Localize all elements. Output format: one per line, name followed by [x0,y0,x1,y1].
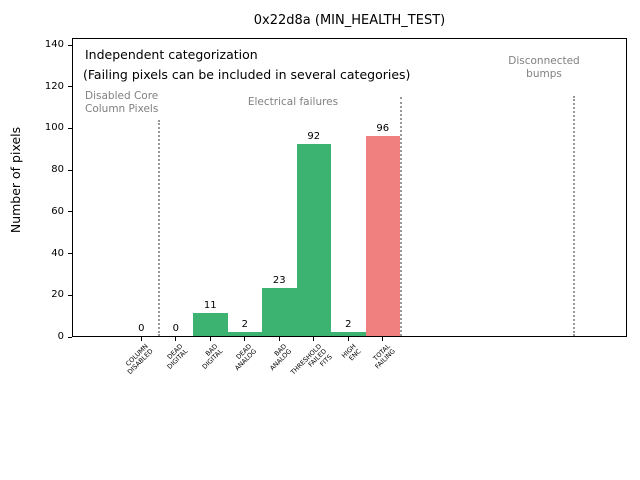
bar [262,288,297,336]
x-tick-mark [140,337,142,341]
x-tick-mark [382,337,384,341]
section-label-disconnected-bumps: Disconnected bumps [508,55,580,81]
bar-value-label: 0 [138,323,145,334]
section-label-electrical-failures: Electrical failures [247,96,339,108]
x-tick-mark [278,337,280,341]
y-tick-mark [68,336,72,338]
x-tick-mark [209,337,211,341]
y-tick-mark [68,294,72,296]
bar-value-label: 92 [307,131,321,143]
y-tick-label: 40 [51,247,64,259]
y-tick-mark [68,169,72,171]
x-tick-label: DEAD DIGITAL [165,342,190,372]
bar-value-label: 11 [203,300,217,312]
bar [193,313,228,336]
plot-area: 0 0 11 2 23 92 2 96 Independent categorization (F… [72,38,627,337]
x-tick-label: BAD DIGITAL [200,342,225,372]
y-tick-mark [68,127,72,129]
y-tick-label: 80 [51,164,64,176]
chart-title: 0x22d8a (MIN_HEALTH_TEST) [253,13,446,28]
bar-value-label: 96 [376,122,390,134]
bar [227,331,262,336]
bar [365,135,400,336]
y-tick-label: 60 [51,205,64,217]
note-failing-pixels: (Failing pixels can be included in sever… [83,67,411,82]
section-separator [400,97,402,336]
bar-value-label: 0 [172,323,179,334]
y-tick-label: 100 [44,122,64,134]
x-tick-label: BAD ANALOG [268,342,294,373]
x-tick-label: TOTAL FAILING [371,342,397,371]
x-tick-label: COLUMN DISABLED [124,342,156,377]
section-separator [158,120,160,336]
x-tick-mark [347,337,349,341]
bar-value-label: 2 [241,318,248,330]
y-tick-mark [68,86,72,88]
bar-value-label: 23 [272,275,286,287]
y-tick-mark [68,253,72,255]
y-tick-mark [68,211,72,213]
y-axis-label: Number of pixels [8,126,23,234]
x-tick-mark [244,337,246,341]
section-separator [573,96,575,336]
x-tick-label: HIGH ENC [339,342,363,363]
bar-value-label: 2 [345,318,352,330]
x-tick-label: THRESHOLD FAILED FITS [288,342,334,377]
y-tick-label: 0 [57,331,64,342]
note-independent-categorization: Independent categorization [85,47,258,62]
y-tick-label: 20 [51,289,64,301]
section-label-disabled-core: Disabled Core Column Pixels [85,90,159,116]
x-tick-mark [313,337,315,341]
y-tick-label: 140 [44,39,64,50]
bar [296,144,331,336]
x-tick-label: DEAD ANALOG [234,342,259,373]
y-tick-label: 120 [44,80,64,92]
y-tick-mark [68,44,72,46]
x-tick-mark [175,337,177,341]
bar [331,331,366,336]
